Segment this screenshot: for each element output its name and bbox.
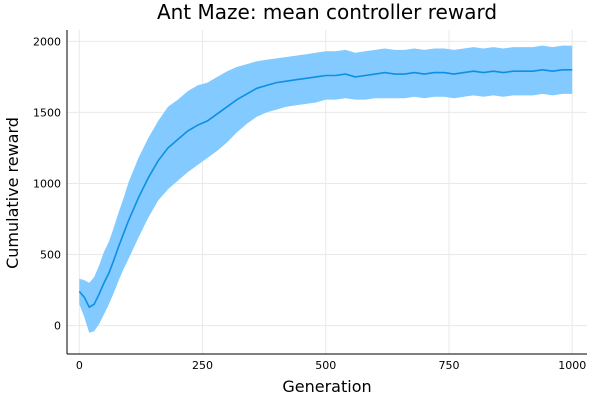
mean-reward-line (78, 68, 573, 309)
mean-line-layer (78, 68, 573, 309)
y-tick-label: 500 (40, 249, 61, 262)
confidence-band-layer (79, 45, 573, 333)
y-axis-label: Cumulative reward (3, 117, 22, 269)
y-tick-label: 2000 (33, 35, 61, 48)
y-tick-label: 0 (54, 320, 61, 333)
chart-title: Ant Maze: mean controller reward (157, 0, 497, 24)
y-tick-label: 1000 (33, 177, 61, 190)
y-tick-label: 1500 (33, 106, 61, 119)
x-tick-label: 250 (192, 359, 213, 372)
axes (66, 30, 587, 355)
x-tick-label: 1000 (558, 359, 586, 372)
x-tick-label: 0 (76, 359, 83, 372)
x-axis-label: Generation (282, 377, 371, 396)
x-tick-label: 750 (438, 359, 459, 372)
x-tick-label: 500 (315, 359, 336, 372)
tick-labels: 0 250 500 750 1000 0 500 1000 1500 2000 (33, 35, 586, 372)
confidence-band (79, 45, 573, 333)
